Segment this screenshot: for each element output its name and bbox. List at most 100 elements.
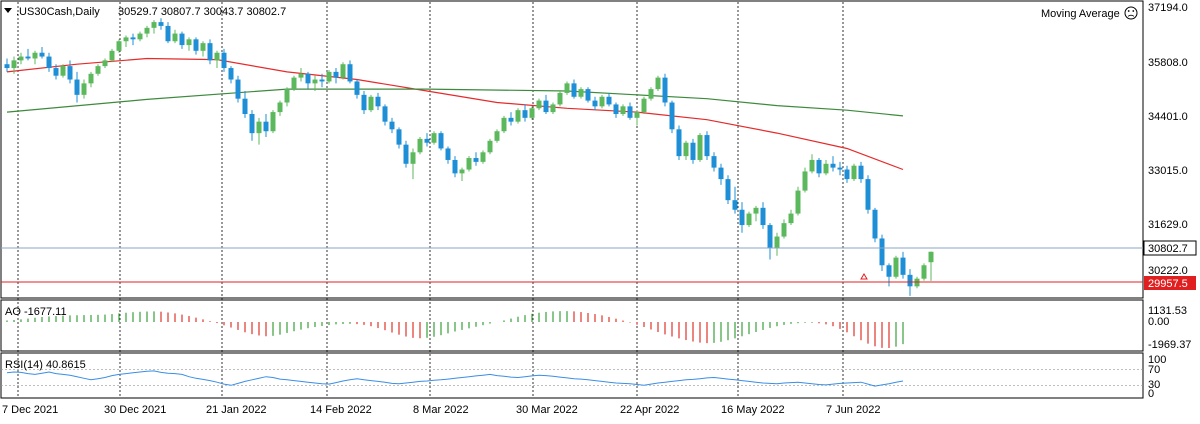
indicator-title[interactable]: Moving Average	[1041, 8, 1120, 20]
ao-tick: 0.00	[1148, 316, 1169, 328]
candle-body	[494, 131, 500, 141]
candle-body	[452, 159, 458, 174]
candle-body	[893, 257, 899, 277]
candle-body	[74, 79, 80, 95]
candle-body	[466, 158, 472, 170]
candle-body	[214, 52, 220, 61]
candle-body	[900, 257, 906, 275]
candle-body	[627, 106, 633, 118]
candle-body	[382, 106, 388, 122]
candle-body	[613, 104, 619, 114]
price-panel-frame	[0, 0, 1144, 299]
candle-body	[228, 68, 234, 80]
grid-layer	[17, 2, 844, 398]
candle-body	[536, 100, 542, 109]
candle-body	[585, 89, 591, 101]
symbol-label: .US30Cash,Daily	[16, 6, 100, 18]
candle-body	[11, 60, 17, 69]
candle-body	[81, 83, 87, 95]
date-tick: 30 Dec 2021	[104, 404, 166, 416]
candle-body	[557, 92, 563, 105]
candle-body	[235, 79, 241, 99]
candle-body	[781, 223, 787, 237]
candle-body	[634, 112, 640, 118]
candle-body	[375, 96, 381, 107]
candle-body	[270, 112, 276, 132]
candle-body	[396, 129, 402, 145]
candle-body	[333, 71, 339, 78]
date-tick: 7 Dec 2021	[2, 404, 58, 416]
candle-body	[221, 52, 227, 69]
candle-body	[249, 113, 255, 134]
candle-body	[599, 96, 605, 107]
candle-body	[116, 41, 122, 51]
alert-price-box	[1144, 276, 1196, 290]
candle-body	[39, 52, 45, 57]
candle-body	[928, 251, 934, 263]
candle-body	[410, 152, 416, 164]
price-tick: 34401.0	[1148, 111, 1188, 123]
candle-body	[368, 96, 374, 111]
smiley-icon[interactable]	[1124, 6, 1138, 20]
candle-body	[298, 73, 304, 78]
ao-tick: -1969.37	[1148, 339, 1191, 351]
candle-body	[697, 135, 703, 160]
candle-body	[809, 159, 815, 172]
price-tick: 30222.0	[1148, 265, 1188, 277]
rsi-tick: 0	[1148, 388, 1154, 400]
rsi-panel-frame	[0, 352, 1144, 399]
candle-body	[711, 156, 717, 168]
candle-body	[53, 68, 59, 76]
candle-body	[683, 142, 689, 157]
candle-body	[277, 102, 283, 113]
candle-body	[319, 79, 325, 82]
candle-body	[137, 33, 143, 40]
candle-body	[179, 33, 185, 46]
candle-body	[844, 169, 850, 180]
candle-body	[165, 25, 171, 42]
candle-body	[403, 144, 409, 164]
date-tick: 8 Mar 2022	[413, 404, 469, 416]
candle-body	[263, 121, 269, 132]
candle-body	[550, 104, 556, 113]
date-tick: 21 Jan 2022	[206, 404, 267, 416]
candle-body	[543, 100, 549, 113]
candle-body	[641, 98, 647, 113]
header: .US30Cash,Daily 30529.7 30807.7 30043.7 …	[4, 6, 1138, 20]
candle-body	[256, 121, 262, 134]
candle-body	[795, 190, 801, 214]
candle-body	[655, 77, 661, 90]
candle-body	[606, 96, 612, 105]
candle-body	[515, 110, 521, 122]
candle-body	[669, 102, 675, 130]
date-tick: 16 May 2022	[721, 404, 785, 416]
candle-body	[788, 213, 794, 224]
candle-body	[816, 159, 822, 174]
candle-body	[326, 71, 332, 82]
candle-body	[872, 209, 878, 239]
candle-body	[487, 140, 493, 153]
ao-histogram-layer	[6, 311, 904, 348]
candle-body	[753, 207, 759, 214]
candle-body	[886, 265, 892, 277]
price-lines-layer	[860, 273, 868, 280]
candle-body	[914, 278, 920, 287]
date-tick: 30 Mar 2022	[516, 404, 578, 416]
symbol-dropdown-icon[interactable]	[4, 8, 12, 13]
candle-body	[879, 238, 885, 266]
candle-body	[32, 52, 38, 59]
candle-body	[67, 66, 73, 80]
candle-body	[354, 81, 360, 95]
candle-body	[60, 66, 66, 76]
candle-body	[473, 158, 479, 162]
candle-body	[767, 225, 773, 249]
candle-body	[774, 236, 780, 249]
candle-body	[424, 138, 430, 143]
candle-body	[361, 94, 367, 111]
price-tick: 33015.0	[1148, 165, 1188, 177]
candle-body	[529, 108, 535, 118]
candle-body	[123, 37, 129, 42]
